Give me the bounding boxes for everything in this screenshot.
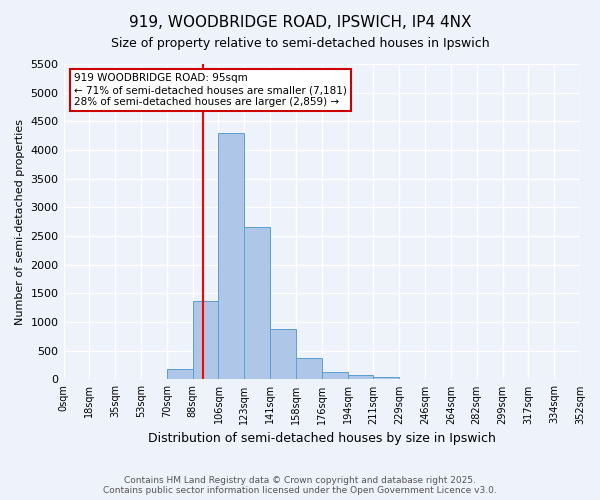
Text: 919 WOODBRIDGE ROAD: 95sqm
← 71% of semi-detached houses are smaller (7,181)
28%: 919 WOODBRIDGE ROAD: 95sqm ← 71% of semi… (74, 74, 347, 106)
Bar (373, 376, 399, 380)
Bar (270, 329, 296, 380)
Bar (244, 228, 270, 380)
Bar (322, 372, 347, 380)
Text: 919, WOODBRIDGE ROAD, IPSWICH, IP4 4NX: 919, WOODBRIDGE ROAD, IPSWICH, IP4 4NX (129, 15, 471, 30)
Text: Contains HM Land Registry data © Crown copyright and database right 2025.
Contai: Contains HM Land Registry data © Crown c… (103, 476, 497, 495)
Bar (347, 375, 373, 380)
Bar (218, 133, 244, 380)
Text: Size of property relative to semi-detached houses in Ipswich: Size of property relative to semi-detach… (110, 38, 490, 51)
Y-axis label: Number of semi-detached properties: Number of semi-detached properties (15, 118, 25, 324)
Bar (296, 358, 322, 380)
Bar (193, 300, 218, 380)
X-axis label: Distribution of semi-detached houses by size in Ipswich: Distribution of semi-detached houses by … (148, 432, 496, 445)
Bar (167, 370, 193, 380)
